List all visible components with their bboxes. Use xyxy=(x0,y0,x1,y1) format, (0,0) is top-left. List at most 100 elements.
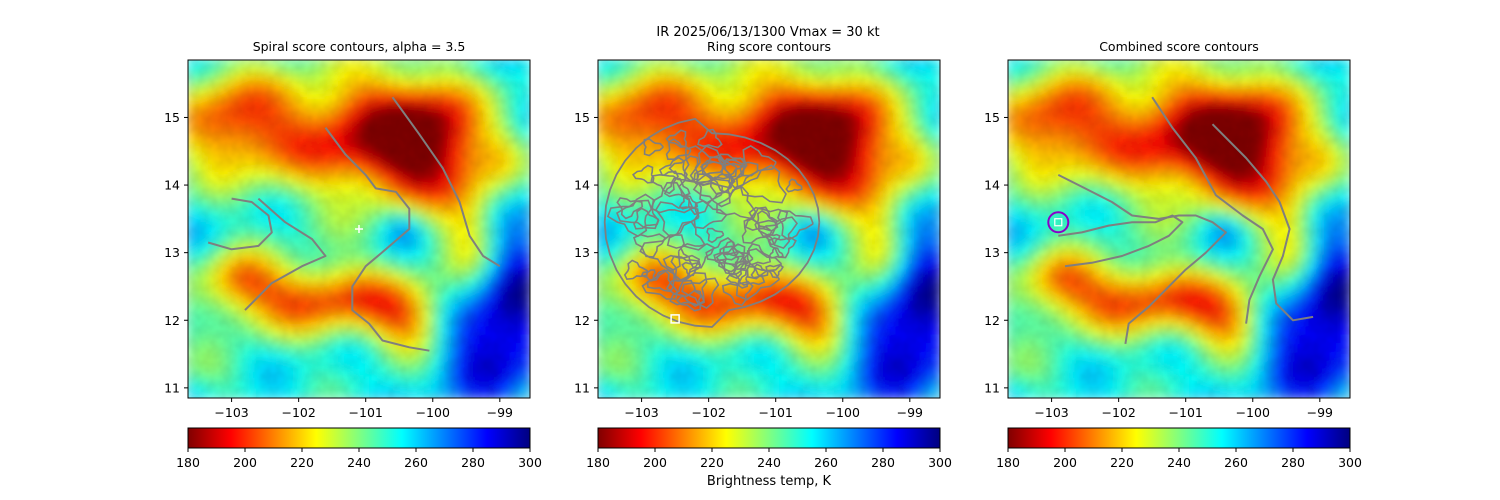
field-cell xyxy=(651,281,662,293)
field-cell xyxy=(1025,130,1036,142)
field-cell xyxy=(466,361,477,373)
field-cell xyxy=(1124,147,1135,159)
field-cell xyxy=(448,94,459,106)
field-cell xyxy=(831,281,842,293)
field-cell xyxy=(1079,370,1090,382)
field-cell xyxy=(1133,112,1144,124)
ring-score-contour xyxy=(706,227,725,244)
field-cell xyxy=(867,94,878,106)
field-cell xyxy=(1313,299,1324,311)
field-cell xyxy=(768,60,779,70)
field-cell xyxy=(1196,112,1207,124)
field-cell xyxy=(1250,290,1261,302)
field-cell xyxy=(502,370,513,382)
field-cell xyxy=(1070,60,1081,70)
field-cell xyxy=(322,156,333,168)
field-cell xyxy=(867,60,878,70)
field-cell xyxy=(1214,156,1225,168)
field-cell xyxy=(1313,210,1324,222)
field-cell xyxy=(1313,60,1324,70)
field-cell xyxy=(912,121,923,133)
score-contour xyxy=(1057,174,1227,345)
field-cell xyxy=(1115,352,1126,364)
field-cell xyxy=(448,112,459,124)
field-cell xyxy=(1097,245,1108,257)
field-cell xyxy=(714,94,725,106)
field-cell xyxy=(804,201,815,213)
field-cell xyxy=(295,316,306,328)
field-cell xyxy=(1106,94,1117,106)
field-cell xyxy=(205,174,216,186)
field-cell xyxy=(1115,228,1126,239)
field-cell xyxy=(1286,112,1297,124)
field-cell xyxy=(813,121,824,133)
field-cell xyxy=(777,156,788,168)
field-cell xyxy=(1286,299,1297,311)
field-cell xyxy=(633,60,644,70)
field-cell xyxy=(1133,94,1144,106)
field-cell xyxy=(349,236,360,248)
field-cell xyxy=(493,183,504,195)
field-cell xyxy=(223,85,234,97)
field-cell xyxy=(1313,192,1324,204)
field-cell xyxy=(1223,139,1234,150)
field-cell xyxy=(457,236,468,248)
field-cell xyxy=(349,85,360,97)
field-cell xyxy=(1259,263,1270,275)
y-tick-label: 12 xyxy=(164,313,180,328)
field-cell xyxy=(1097,201,1108,213)
field-cell xyxy=(214,147,225,159)
field-cell xyxy=(1088,192,1099,204)
field-cell xyxy=(286,76,297,88)
field-cell xyxy=(1277,192,1288,204)
field-cell xyxy=(457,121,468,133)
field-cell xyxy=(624,281,635,293)
field-cell xyxy=(1124,67,1135,79)
field-cell xyxy=(268,130,279,142)
field-cell xyxy=(840,325,851,337)
field-cell xyxy=(412,316,423,328)
field-cell xyxy=(286,67,297,79)
field-cell xyxy=(1232,361,1243,373)
field-cell xyxy=(1241,263,1252,275)
field-cell xyxy=(1070,183,1081,195)
field-cell xyxy=(1277,130,1288,142)
field-cell xyxy=(876,139,887,150)
field-cell xyxy=(633,85,644,97)
field-cell xyxy=(502,228,513,239)
field-cell xyxy=(295,290,306,302)
field-cell xyxy=(457,379,468,391)
field-cell xyxy=(1313,76,1324,88)
field-cell xyxy=(205,112,216,124)
field-cell xyxy=(1277,201,1288,213)
field-cell xyxy=(385,219,396,230)
field-cell xyxy=(412,85,423,97)
field-cell xyxy=(1268,219,1279,230)
field-cell xyxy=(1187,290,1198,302)
field-cell xyxy=(394,379,405,391)
field-cell xyxy=(822,379,833,391)
field-cell xyxy=(1043,379,1054,391)
field-cell xyxy=(741,139,752,150)
field-cell xyxy=(606,290,617,302)
field-cell xyxy=(813,272,824,284)
field-cell xyxy=(705,121,716,133)
field-cell xyxy=(660,370,671,382)
field-cell xyxy=(678,76,689,88)
y-tick-label: 13 xyxy=(574,245,590,260)
field-cell xyxy=(1259,210,1270,222)
field-cell xyxy=(1169,236,1180,248)
field-cell xyxy=(1295,272,1306,284)
field-cell xyxy=(660,139,671,150)
field-cell xyxy=(921,219,932,230)
field-cell xyxy=(448,139,459,150)
field-cell xyxy=(1142,139,1153,150)
field-cell xyxy=(759,316,770,328)
field-cell xyxy=(598,228,608,239)
field-cell xyxy=(786,361,797,373)
field-cell xyxy=(1115,281,1126,293)
field-cell xyxy=(660,76,671,88)
field-cell xyxy=(1016,388,1027,398)
field-cell xyxy=(1196,254,1207,266)
field-cell xyxy=(804,210,815,222)
